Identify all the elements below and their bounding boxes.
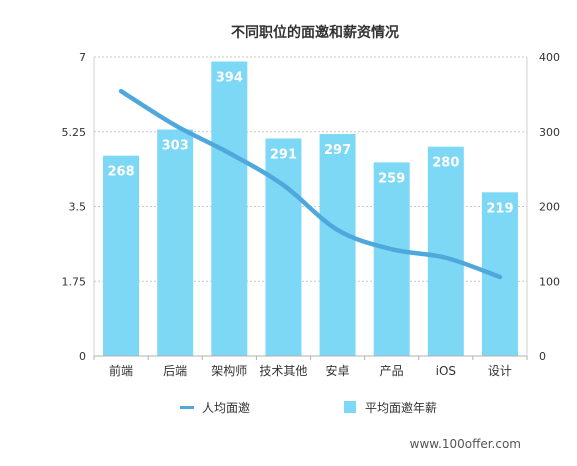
bar bbox=[211, 61, 248, 357]
left-tick-label: 3.5 bbox=[69, 201, 87, 214]
watermark: www.100offer.com bbox=[410, 437, 521, 451]
legend-bar-label: 平均面邀年薪 bbox=[365, 400, 437, 415]
data-label: 297 bbox=[324, 143, 351, 158]
left-tick-label: 7 bbox=[79, 51, 86, 64]
left-tick-label: 1.75 bbox=[62, 275, 87, 288]
chart-title: 不同职位的面邀和薪资情况 bbox=[231, 24, 399, 41]
bar bbox=[103, 155, 140, 356]
bar bbox=[265, 138, 302, 356]
data-label: 291 bbox=[270, 147, 297, 162]
data-label: 394 bbox=[216, 70, 243, 85]
bar bbox=[373, 162, 410, 356]
data-label: 268 bbox=[107, 165, 134, 180]
legend: 人均面邀 平均面邀年薪 bbox=[180, 400, 437, 415]
data-label: 280 bbox=[432, 156, 459, 171]
data-label: 219 bbox=[486, 201, 513, 216]
legend-line-label: 人均面邀 bbox=[202, 400, 250, 415]
right-tick-label: 0 bbox=[539, 350, 546, 363]
right-tick-label: 200 bbox=[539, 201, 560, 214]
category-label: 产品 bbox=[380, 364, 404, 378]
line-series bbox=[118, 88, 503, 280]
category-label: 技术其他 bbox=[259, 364, 307, 378]
bar bbox=[427, 146, 464, 356]
left-tick-label: 5.25 bbox=[62, 126, 87, 139]
category-label: 安卓 bbox=[326, 363, 350, 378]
category-label: 后端 bbox=[163, 364, 187, 378]
bar bbox=[157, 129, 194, 356]
right-tick-label: 300 bbox=[539, 126, 560, 139]
category-label: 前端 bbox=[109, 363, 133, 378]
category-label: iOS bbox=[436, 364, 456, 378]
right-tick-label: 400 bbox=[539, 51, 560, 64]
legend-line-swatch bbox=[180, 406, 194, 409]
legend-bar-swatch bbox=[344, 401, 356, 413]
left-tick-label: 0 bbox=[79, 350, 86, 363]
data-labels: 268 303 394 291 297 259 280 219 bbox=[107, 70, 513, 216]
data-label: 259 bbox=[378, 171, 405, 186]
data-label: 303 bbox=[162, 139, 189, 154]
bars bbox=[103, 61, 518, 357]
category-label: 架构师 bbox=[211, 363, 247, 378]
right-tick-label: 100 bbox=[539, 275, 560, 288]
axes: 0 1.75 3.5 5.25 7 0 100 200 300 400 前端 后端 架构师 技术其他 安卓 产… bbox=[62, 51, 561, 378]
bar bbox=[319, 133, 356, 356]
category-label: 设计 bbox=[488, 364, 512, 378]
